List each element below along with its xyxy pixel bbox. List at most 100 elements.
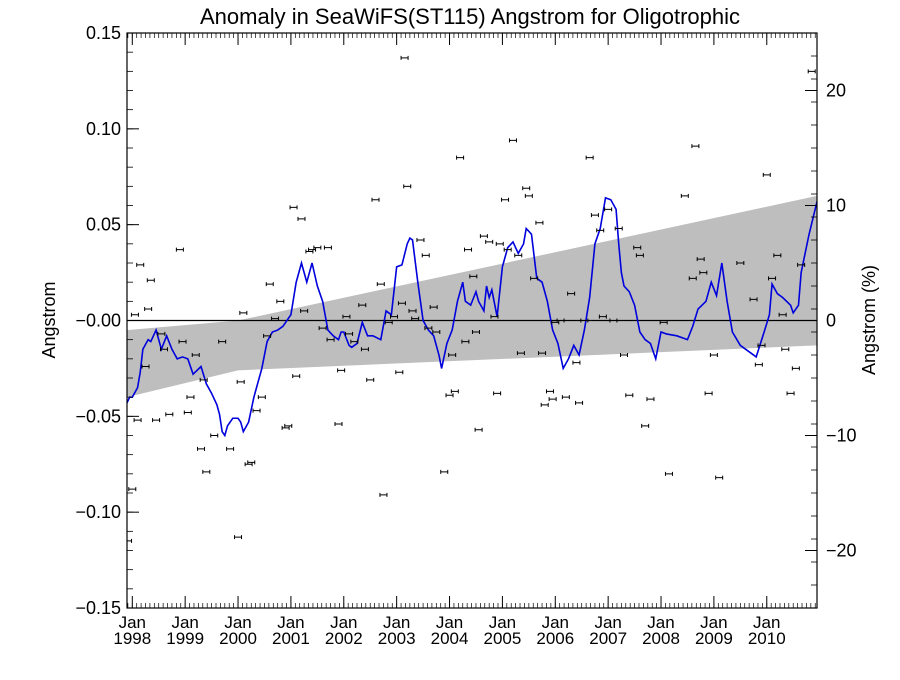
data-point	[276, 299, 285, 304]
data-point	[411, 316, 420, 321]
data-point	[503, 247, 512, 252]
data-point	[218, 339, 227, 344]
data-point	[305, 249, 314, 254]
data-point	[635, 253, 644, 258]
data-point	[234, 535, 243, 540]
x-tick-month: Jan	[542, 613, 569, 632]
data-point	[128, 487, 137, 492]
data-point	[141, 364, 150, 369]
trend-band	[127, 195, 817, 398]
data-point	[514, 253, 523, 258]
data-point	[646, 397, 655, 402]
data-point	[604, 207, 613, 212]
data-point	[474, 427, 483, 432]
data-point	[561, 395, 570, 400]
data-point	[136, 262, 145, 267]
y2-tick-label: 20	[826, 81, 846, 101]
data-point	[300, 308, 309, 313]
data-point	[773, 253, 782, 258]
data-point	[762, 172, 771, 177]
x-tick-month: Jan	[489, 613, 516, 632]
data-point	[501, 197, 510, 202]
data-point	[516, 351, 525, 356]
data-point	[342, 314, 351, 319]
data-point	[490, 314, 499, 319]
data-point	[540, 402, 549, 407]
data-point	[130, 312, 139, 317]
data-point	[598, 314, 607, 319]
data-point	[408, 308, 417, 313]
x-tick-month: Jan	[277, 613, 304, 632]
data-point	[390, 314, 399, 319]
x-tick-month: Jan	[647, 613, 674, 632]
data-point	[699, 270, 708, 275]
x-tick-month: Jan	[700, 613, 727, 632]
data-point	[778, 312, 787, 317]
data-point	[326, 337, 335, 342]
data-point	[257, 395, 266, 400]
data-point	[144, 307, 153, 311]
data-point	[376, 282, 385, 287]
data-point	[133, 418, 142, 423]
y-axis-label: Angstrom	[39, 281, 59, 358]
y2-tick-label: −10	[826, 426, 857, 446]
data-point	[688, 276, 697, 281]
data-point	[524, 193, 533, 198]
data-point	[199, 377, 208, 382]
x-tick-year: 1998	[113, 629, 151, 648]
data-point	[165, 412, 174, 417]
data-point	[297, 216, 306, 221]
data-point	[175, 247, 184, 252]
data-point	[424, 326, 433, 331]
data-point	[152, 418, 161, 423]
data-point	[696, 257, 705, 262]
data-point	[493, 391, 502, 396]
data-point	[448, 353, 457, 357]
data-point	[236, 379, 245, 384]
data-point	[522, 186, 531, 191]
x-tick-year: 1999	[166, 629, 204, 648]
x-tick-year: 2001	[272, 629, 310, 648]
data-point	[366, 377, 375, 382]
y-tick-label: 0.10	[86, 119, 121, 139]
data-point	[530, 276, 539, 281]
data-point	[226, 446, 235, 451]
data-point	[575, 400, 584, 405]
data-point	[271, 316, 280, 321]
data-point	[495, 241, 504, 246]
y-tick-label: 0.05	[86, 215, 121, 235]
data-point	[292, 374, 301, 379]
data-point	[360, 347, 369, 352]
data-point	[265, 282, 274, 287]
data-point	[545, 389, 554, 394]
data-point	[469, 274, 478, 279]
data-point	[715, 475, 724, 480]
data-point	[252, 408, 261, 413]
data-point	[786, 391, 795, 396]
data-point	[479, 234, 488, 239]
data-point	[281, 425, 290, 430]
data-point	[620, 353, 629, 357]
x-tick-month: Jan	[119, 613, 146, 632]
data-point	[585, 155, 594, 160]
data-point	[358, 303, 367, 308]
data-point	[614, 226, 623, 231]
data-point	[157, 331, 166, 336]
data-point	[633, 245, 642, 250]
data-point	[551, 320, 560, 325]
x-tick-month: Jan	[224, 613, 251, 632]
data-point	[284, 423, 293, 428]
x-tick-year: 2006	[536, 629, 574, 648]
data-point	[680, 193, 689, 198]
y2-axis-label: Angstrom (%)	[859, 265, 879, 375]
data-point	[664, 471, 673, 476]
x-tick-year: 2008	[642, 629, 680, 648]
data-point	[318, 326, 327, 331]
data-point	[345, 331, 354, 336]
data-point	[432, 330, 441, 334]
data-point	[768, 276, 777, 281]
data-point	[263, 333, 272, 338]
data-point	[691, 144, 700, 149]
data-point	[247, 460, 256, 465]
